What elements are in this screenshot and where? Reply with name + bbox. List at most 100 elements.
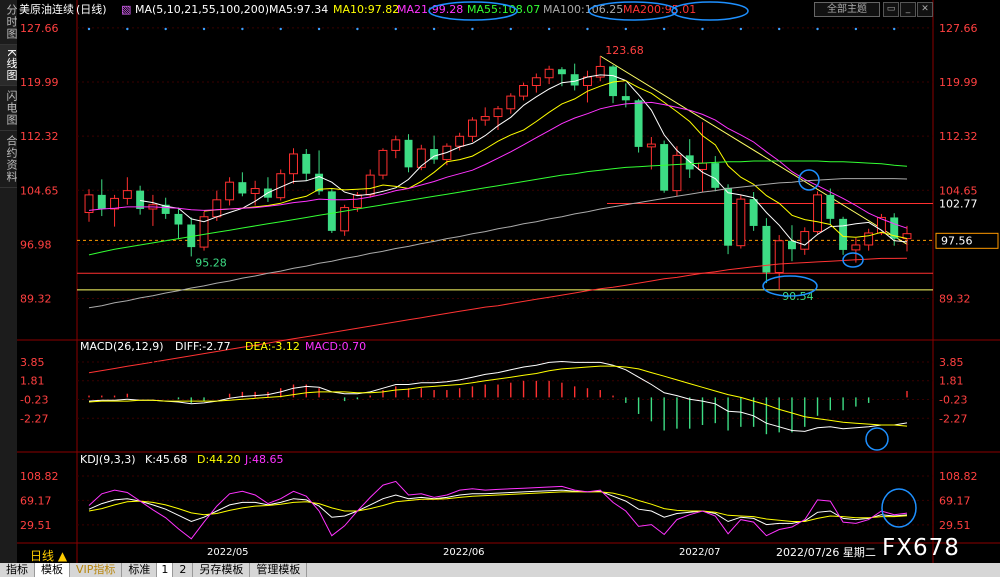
ma-line-ma5: [140, 74, 908, 246]
macd-axis: 3.85 3.85 1.81 1.81 -0.23 -0.23 -2.27 -2.27: [20, 356, 967, 425]
signal-dot: [87, 27, 91, 31]
candle-body: [851, 244, 861, 251]
candle-body: [391, 139, 401, 151]
macd-dea: DEA:-3.12: [245, 340, 300, 353]
signal-dot: [394, 27, 397, 31]
kdj-j: J:48.65: [244, 453, 283, 466]
candle-body: [404, 139, 413, 168]
candle-body: [327, 191, 336, 231]
price-tick-left: 104.65: [20, 184, 59, 197]
ma-line-ma10: [203, 80, 908, 239]
signal-dot: [356, 27, 359, 31]
restore-button[interactable]: ▭: [883, 2, 899, 17]
highlight-circle-ma200: [671, 1, 749, 21]
x-label-jul: 2022/07: [679, 547, 721, 558]
theme-button[interactable]: 全部主题: [814, 2, 880, 17]
tab-indicators[interactable]: 指标: [0, 563, 35, 577]
candle-body: [187, 224, 196, 248]
moving-average-lines: [88, 74, 908, 374]
highlight-circle-macd: [865, 427, 889, 451]
price-tick-left: 112.32: [20, 130, 59, 143]
ma-params: MA(5,10,21,55,100,200): [135, 3, 269, 16]
tab-manage-templates[interactable]: 管理模板: [250, 563, 308, 577]
sidebar-tab-kline[interactable]: K线图: [0, 45, 18, 87]
candle-body: [672, 154, 682, 192]
kdj-lines: [88, 480, 908, 540]
price-tick-left: 96.98: [20, 238, 52, 251]
sidebar-tab-timeshare[interactable]: 分时图: [0, 0, 18, 45]
ma-line-ma21: [88, 101, 908, 229]
candle-body: [698, 162, 707, 170]
candle-body: [762, 225, 771, 273]
chart-canvas[interactable]: 美原油连续 (日线) ▧ MA(5,10,21,55,100,200) MA5:…: [17, 0, 1000, 563]
macd-label: MACD(26,12,9): [80, 340, 164, 353]
signal-dot: [279, 27, 282, 31]
macd-diff-line: [88, 360, 908, 432]
candle-body: [660, 144, 669, 191]
candle-body: [122, 190, 132, 199]
period-label[interactable]: 日线 ▲: [30, 549, 68, 563]
minimize-button[interactable]: _: [900, 2, 916, 17]
annotation-low-1: 95.28: [195, 256, 227, 269]
candle-body: [289, 153, 298, 175]
signal-dot: [547, 27, 551, 31]
signal-dot: [701, 27, 704, 31]
candle-body: [493, 108, 503, 118]
kdj-tick-left: 69.17: [20, 494, 52, 507]
x-label-jun: 2022/06: [443, 547, 485, 558]
price-tick-left: 119.99: [20, 76, 59, 89]
macd-tick-left: -2.27: [20, 412, 48, 425]
candlesticks: [84, 56, 912, 290]
annotation-high: 123.68: [605, 44, 644, 57]
tab-save-template[interactable]: 另存模板: [193, 563, 251, 577]
highlight-circle-low: [842, 252, 864, 268]
candle-body: [788, 240, 796, 250]
ref-price-label: 102.77: [939, 198, 978, 211]
chart-background: [17, 0, 1000, 563]
current-price-label: 97.56: [941, 234, 973, 247]
candle-body: [724, 187, 733, 246]
kdj-tick-left: 108.82: [20, 470, 59, 483]
tab-standard[interactable]: 标准: [122, 563, 158, 577]
candle-body: [110, 197, 120, 210]
close-icon[interactable]: ✕: [917, 2, 933, 17]
candle-body: [212, 199, 222, 218]
candle-body: [519, 85, 529, 97]
candle-body: [84, 194, 94, 214]
candle-body: [238, 182, 247, 194]
candle-body: [646, 143, 656, 148]
candle-body: [302, 153, 311, 174]
candle-body: [557, 69, 566, 75]
candle-body: [506, 95, 516, 110]
candle-body: [416, 148, 426, 168]
candle-body: [864, 232, 874, 246]
tab-vip-indicators[interactable]: VIP指标: [70, 563, 123, 577]
tab-templates[interactable]: 模板: [35, 563, 70, 577]
signal-dot: [471, 27, 474, 31]
candle-body: [634, 100, 643, 147]
signal-dot: [777, 27, 781, 31]
tab-page-2[interactable]: 2: [173, 563, 194, 577]
candle-body: [365, 174, 375, 196]
tab-page-1[interactable]: 1: [157, 563, 174, 577]
price-annotations: 123.68 95.28 90.54: [195, 44, 813, 303]
macd-tick-right: 3.85: [939, 356, 964, 369]
signal-dot: [662, 27, 666, 31]
macd-tick-right: -0.23: [939, 394, 967, 407]
kdj-k: K:45.68: [145, 453, 187, 466]
candle-body: [544, 68, 554, 79]
kdj-line-d: [88, 491, 908, 522]
sidebar-tab-contract-info[interactable]: 合约资料: [0, 131, 18, 189]
watermark-logo: FX678: [882, 535, 960, 561]
macd-diff: DIFF:-2.77: [175, 340, 231, 353]
signal-dot: [624, 27, 628, 31]
ma-value-3: MA55:108.07: [467, 3, 540, 16]
candle-body: [800, 231, 810, 250]
sidebar-tab-flash[interactable]: 闪电图: [0, 86, 18, 132]
highlight-circle-ma21: [428, 1, 518, 21]
instrument-name: 美原油连续: [19, 2, 74, 16]
ma-value-5: MA200:95.01: [623, 3, 696, 16]
sidebar: 分时图 K线图 闪电图 合约资料: [0, 0, 18, 565]
signal-dot: [202, 27, 206, 31]
highlight-circle-90-54: [762, 275, 818, 297]
